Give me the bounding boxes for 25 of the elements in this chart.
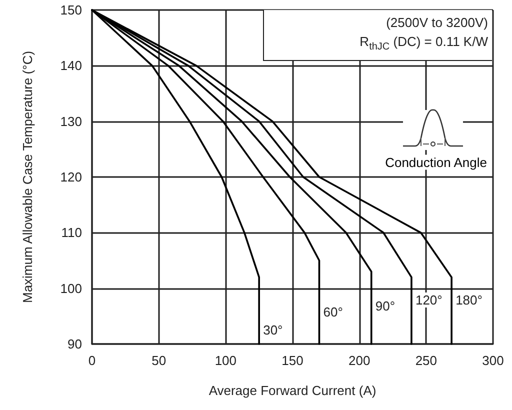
x-tick-label: 200 bbox=[348, 353, 370, 368]
x-tick-label: 300 bbox=[482, 353, 504, 368]
x-tick-label: 100 bbox=[214, 353, 237, 368]
x-axis-title: Average Forward Current (A) bbox=[208, 383, 376, 398]
series-label: 90° bbox=[375, 298, 396, 314]
annotation: Conduction Angle bbox=[385, 154, 487, 170]
y-tick-label: 120 bbox=[60, 170, 82, 184]
series-label: 30° bbox=[263, 322, 283, 338]
y-axis-title: Maximum Allowable Case Temperature (°C) bbox=[20, 50, 35, 304]
annotation: (2500V to 3200V) bbox=[385, 14, 488, 32]
y-tick-label: 150 bbox=[60, 2, 82, 18]
annotation: R$_{thJC}$ (DC) = 0.11 K/W bbox=[358, 33, 488, 55]
series-label: 60° bbox=[323, 304, 343, 320]
x-tick-label: 250 bbox=[415, 353, 438, 368]
x-tick-label: 150 bbox=[282, 353, 304, 368]
y-tick-label: 90 bbox=[68, 336, 82, 352]
x-tick-label: 50 bbox=[152, 353, 166, 368]
series-label: 180° bbox=[456, 292, 482, 308]
y-tick-label: 140 bbox=[60, 58, 82, 74]
text-box: (2500V to 3200V) R$_{thJC}$ (DC) = 0.11 K/W bbox=[263, 10, 492, 61]
y-tick-label: 130 bbox=[60, 114, 82, 129]
y-tick-label: 100 bbox=[60, 280, 82, 296]
y-tick-label: 110 bbox=[61, 225, 82, 240]
x-tick-label: 0 bbox=[88, 353, 96, 368]
series-label: 120° bbox=[415, 292, 442, 308]
